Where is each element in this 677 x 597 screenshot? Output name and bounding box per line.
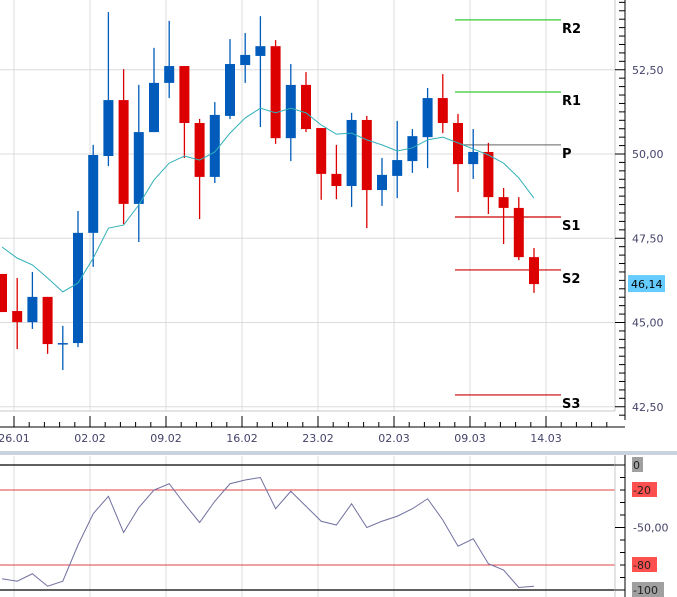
- oscillator-tick-label: -100: [633, 584, 658, 597]
- candle-body: [361, 119, 372, 191]
- candle-body: [103, 100, 114, 157]
- pivot-label-r1: R1: [562, 94, 581, 109]
- candle-body: [149, 82, 159, 133]
- candle-body: [301, 84, 311, 130]
- candle-body: [133, 132, 144, 204]
- candle-body: [270, 46, 281, 139]
- x-axis-tick-label: 23.02: [302, 432, 334, 445]
- oscillator-tick-badge: [632, 582, 664, 597]
- candle-body: [57, 343, 68, 345]
- candle-body: [73, 232, 83, 344]
- candles: [0, 12, 539, 371]
- candle-body: [285, 84, 296, 139]
- candle-body: [42, 296, 53, 345]
- candle-body: [407, 136, 418, 162]
- candle-body: [194, 122, 205, 177]
- candle-body: [453, 122, 463, 165]
- candle-body: [164, 66, 175, 83]
- candle-body: [12, 311, 23, 323]
- oscillator-tick-label: 0: [633, 459, 640, 472]
- y-axis-tick-label: 47,50: [632, 232, 664, 245]
- pivot-label-s2: S2: [562, 272, 580, 287]
- last-price-badge: [628, 275, 665, 293]
- candle-body: [255, 46, 266, 56]
- x-axis-tick-label: 16.02: [226, 432, 258, 445]
- candle-body: [377, 174, 387, 191]
- last-price-label: 46,14: [631, 278, 663, 291]
- pivot-label-s3: S3: [562, 397, 580, 412]
- grid: [0, 0, 615, 597]
- x-axis-tick-label: 14.03: [530, 432, 562, 445]
- oscillator-tick-label: -50,00: [633, 522, 668, 535]
- candle-body: [468, 151, 479, 165]
- x-axis-tick-label: 09.03: [454, 432, 486, 445]
- y-axis-tick-label: 52,50: [632, 64, 664, 77]
- candle-body: [27, 296, 38, 323]
- oscillator-tick-label: -20: [633, 484, 651, 497]
- candle-body: [346, 119, 357, 187]
- y-axis-tick-label: 50,00: [632, 148, 664, 161]
- candle-body: [422, 98, 433, 138]
- candle-body: [529, 257, 539, 285]
- x-axis-tick-label: 02.03: [378, 432, 410, 445]
- candle-body: [0, 273, 7, 313]
- candle-body: [88, 155, 99, 233]
- oscillator-tick-label: -80: [633, 559, 651, 572]
- axes: 42,50 45,00 47,50 50,00 52,50 46,14 26.01 02.02…: [0, 0, 677, 455]
- candle-body: [483, 151, 494, 198]
- moving-average-line: [1, 107, 535, 293]
- candle-body: [392, 160, 403, 176]
- candle-body: [225, 64, 235, 116]
- x-axis-tick-label: 26.01: [0, 432, 30, 445]
- pivot-label-s1: S1: [562, 219, 580, 234]
- y-axis-tick-label: 45,00: [632, 317, 664, 330]
- candle-body: [498, 197, 509, 208]
- oscillator-tick-badge: [632, 482, 657, 497]
- candle-body: [331, 173, 342, 187]
- x-axis-tick-label: 02.02: [74, 432, 106, 445]
- oscillator-line: [1, 476, 535, 589]
- pivot-label-p: P: [562, 147, 572, 162]
- y-axis-tick-label: 42,50: [632, 401, 664, 414]
- candle-body: [437, 98, 448, 123]
- candle-body: [209, 114, 220, 177]
- pivot-lines: R2 R1 P S1 S2 S3: [455, 19, 581, 412]
- candle-body: [240, 54, 251, 66]
- pivot-label-r2: R2: [562, 22, 581, 37]
- candle-body: [513, 207, 524, 258]
- x-axis-tick-label: 09.02: [150, 432, 182, 445]
- moving-average: [1, 107, 535, 293]
- oscillator-tick-badge: [632, 457, 643, 472]
- oscillator-tick-badge: [632, 557, 657, 572]
- candle-body: [316, 128, 327, 174]
- candle-body: [118, 100, 129, 204]
- panel-separator: [0, 451, 677, 455]
- oscillator-panel: 0 -20 -50,00 -80 -100: [0, 455, 668, 597]
- price-plot-area: [0, 0, 615, 411]
- candle-body: [179, 66, 190, 123]
